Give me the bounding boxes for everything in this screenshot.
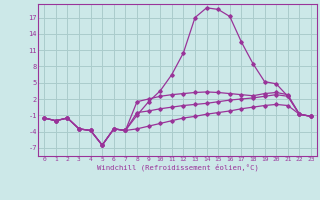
X-axis label: Windchill (Refroidissement éolien,°C): Windchill (Refroidissement éolien,°C) — [97, 164, 259, 171]
